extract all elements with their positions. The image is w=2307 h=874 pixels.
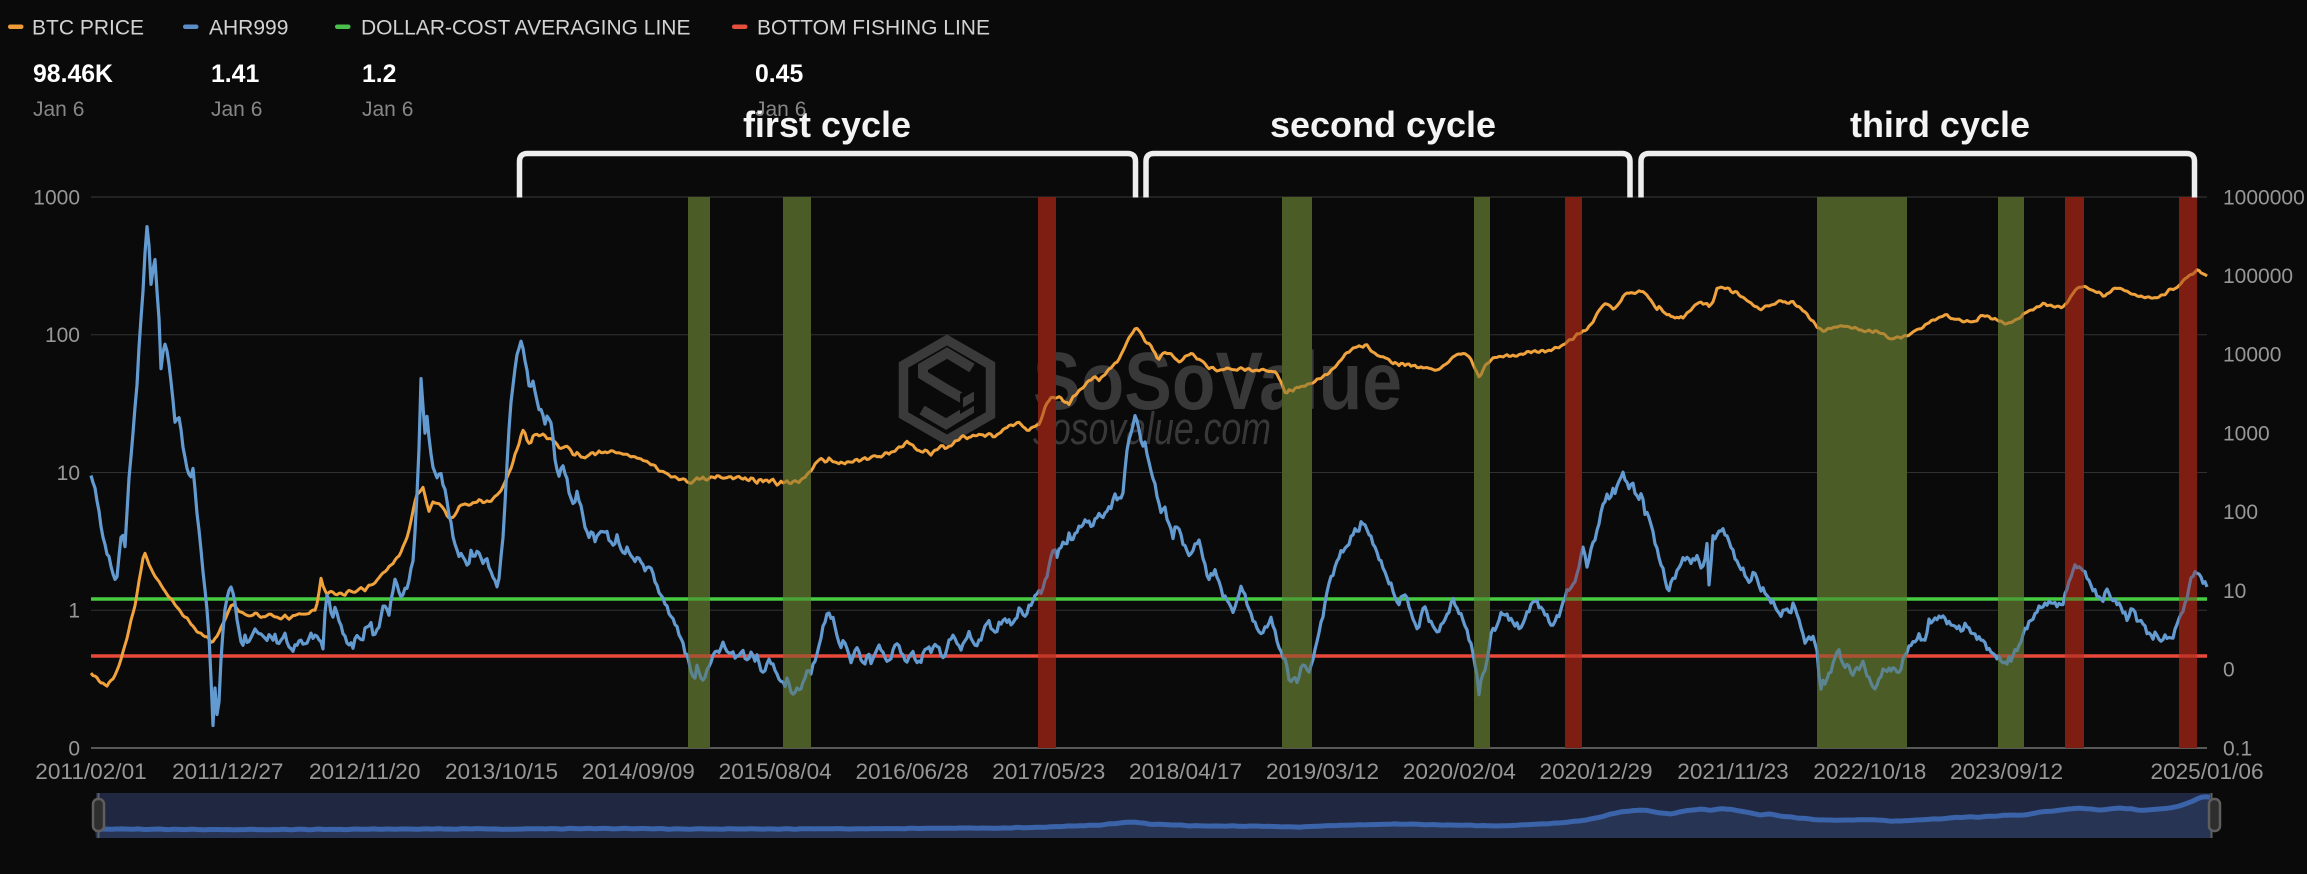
svg-text:second cycle: second cycle: [1270, 104, 1496, 145]
svg-text:0: 0: [2223, 659, 2235, 682]
svg-text:SoSoValue: SoSoValue: [1033, 336, 1402, 427]
svg-text:1000000: 1000000: [2223, 186, 2305, 209]
svg-text:2020/02/04: 2020/02/04: [1403, 759, 1516, 784]
svg-text:AHR999: AHR999: [209, 17, 288, 40]
svg-text:sosovalue.com: sosovalue.com: [1033, 403, 1271, 454]
svg-text:2019/03/12: 2019/03/12: [1266, 759, 1379, 784]
svg-text:10000: 10000: [2223, 344, 2281, 367]
svg-text:100: 100: [45, 324, 80, 347]
svg-text:2020/12/29: 2020/12/29: [1540, 759, 1653, 784]
svg-text:2014/09/09: 2014/09/09: [582, 759, 695, 784]
svg-text:2021/11/23: 2021/11/23: [1677, 759, 1788, 784]
svg-text:BOTTOM FISHING LINE: BOTTOM FISHING LINE: [757, 17, 990, 40]
svg-text:BTC PRICE: BTC PRICE: [32, 17, 144, 40]
svg-text:first cycle: first cycle: [743, 104, 911, 145]
svg-text:Jan 6: Jan 6: [33, 98, 84, 121]
svg-text:DOLLAR-COST AVERAGING LINE: DOLLAR-COST AVERAGING LINE: [361, 17, 690, 40]
svg-text:2011/02/01: 2011/02/01: [35, 759, 146, 784]
svg-text:2015/08/04: 2015/08/04: [719, 759, 832, 784]
svg-text:2025/01/06: 2025/01/06: [2150, 759, 2263, 784]
svg-text:Jan 6: Jan 6: [362, 98, 413, 121]
svg-text:100: 100: [2223, 501, 2258, 524]
svg-text:third cycle: third cycle: [1850, 104, 2030, 145]
svg-text:1.41: 1.41: [211, 61, 259, 88]
svg-text:10: 10: [57, 462, 80, 485]
svg-text:Jan 6: Jan 6: [211, 98, 262, 121]
svg-text:2022/10/18: 2022/10/18: [1813, 759, 1926, 784]
svg-text:2011/12/27: 2011/12/27: [172, 759, 283, 784]
svg-text:2016/06/28: 2016/06/28: [855, 759, 968, 784]
svg-text:1000: 1000: [33, 186, 80, 209]
svg-text:0.1: 0.1: [2223, 737, 2252, 760]
svg-text:2023/09/12: 2023/09/12: [1950, 759, 2063, 784]
svg-text:1000: 1000: [2223, 422, 2270, 445]
svg-text:2018/04/17: 2018/04/17: [1129, 759, 1242, 784]
svg-text:2012/11/20: 2012/11/20: [309, 759, 420, 784]
svg-text:100000: 100000: [2223, 265, 2293, 288]
svg-text:2017/05/23: 2017/05/23: [992, 759, 1105, 784]
svg-text:98.46K: 98.46K: [33, 61, 113, 88]
svg-text:1: 1: [68, 600, 80, 623]
svg-text:Jan 6: Jan 6: [755, 98, 806, 121]
svg-text:0.45: 0.45: [755, 61, 803, 88]
svg-text:2013/10/15: 2013/10/15: [445, 759, 558, 784]
svg-text:10: 10: [2223, 580, 2246, 603]
svg-text:1.2: 1.2: [362, 61, 396, 88]
svg-text:0: 0: [68, 737, 80, 760]
